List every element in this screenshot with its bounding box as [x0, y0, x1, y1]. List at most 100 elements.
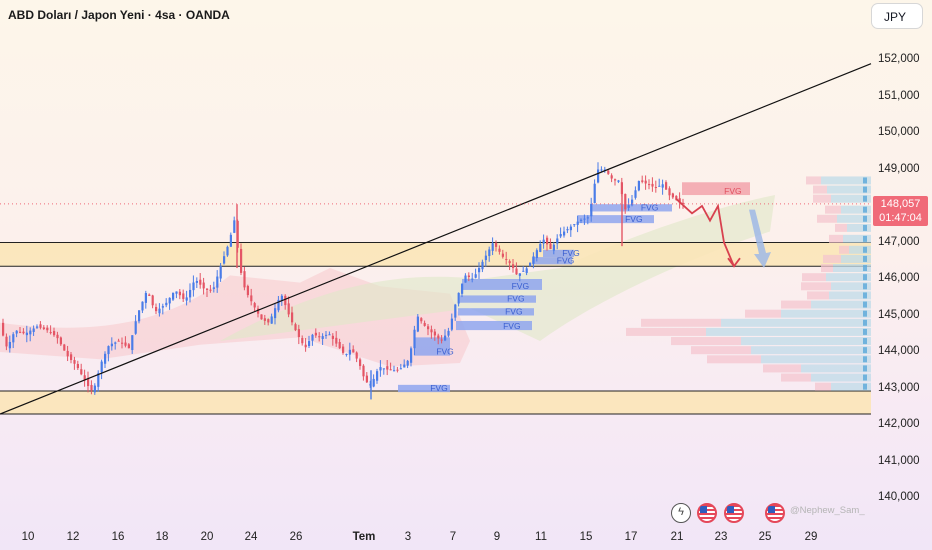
us-flag-icon[interactable]: [724, 503, 744, 523]
volume-highlight: [863, 195, 867, 202]
candle-body: [457, 292, 460, 304]
currency-button[interactable]: JPY: [871, 3, 923, 29]
candle-body: [433, 331, 436, 336]
volume-bar-up: [721, 318, 871, 327]
candle-body: [461, 283, 464, 294]
us-flag-icon[interactable]: [765, 503, 785, 523]
bolt-icon[interactable]: ϟ: [671, 503, 691, 523]
fvg-box: [460, 295, 536, 303]
volume-bar-down: [671, 337, 741, 346]
candle-body: [552, 244, 555, 251]
candle-body: [104, 353, 107, 364]
candle-body: [352, 349, 355, 353]
candle-body: [372, 378, 375, 387]
candle-body: [529, 262, 532, 267]
candle-body: [206, 288, 209, 290]
time-tick-label: 12: [66, 531, 80, 543]
volume-bar-down: [745, 309, 781, 318]
volume-highlight: [863, 206, 867, 213]
candle-body: [682, 202, 685, 204]
candle-body: [117, 340, 120, 342]
volume-bar-up: [837, 214, 871, 223]
volume-bar-down: [839, 245, 849, 254]
last-price-value: 148,057: [880, 198, 921, 210]
candle-body: [270, 316, 273, 324]
candle-body: [620, 182, 623, 195]
candle-body: [535, 250, 538, 259]
fvg-box: [456, 320, 532, 331]
candle-body: [141, 301, 144, 311]
volume-bar-up: [826, 273, 871, 282]
volume-highlight: [863, 356, 867, 363]
candle-body: [240, 248, 243, 273]
fvg-box: [462, 279, 542, 290]
candle-body: [423, 322, 426, 326]
candle-body: [83, 375, 86, 381]
candle-body: [440, 339, 443, 341]
candle-body: [66, 350, 69, 357]
candle-body: [199, 279, 202, 285]
candle-body: [246, 285, 249, 296]
candle-body: [518, 273, 521, 276]
candle-body: [311, 334, 314, 341]
price-tick-label: 142,000: [878, 418, 920, 430]
volume-bar-down: [806, 176, 821, 185]
candle-body: [654, 187, 657, 189]
candle-body: [481, 261, 484, 270]
candle-body: [382, 368, 385, 370]
projection-arrow-blue: [749, 209, 771, 269]
candle-body: [631, 199, 634, 206]
fvg-box: [414, 337, 450, 356]
candle-body: [56, 334, 59, 339]
candle-body: [223, 256, 226, 264]
candle-body: [396, 369, 399, 371]
candle-body: [294, 324, 297, 331]
candle-body: [114, 342, 117, 344]
candle-body: [161, 306, 164, 308]
candle-body: [175, 291, 178, 294]
candle-body: [304, 344, 307, 348]
candle-body: [155, 306, 158, 312]
candle-body: [427, 326, 430, 330]
volume-bar-down: [829, 234, 843, 243]
candle-body: [478, 268, 481, 273]
us-flag-icon[interactable]: [697, 503, 717, 523]
candle-body: [226, 246, 229, 256]
candle-body: [648, 184, 651, 186]
candle-body: [484, 255, 487, 261]
candle-body: [185, 297, 188, 301]
candle-body: [607, 170, 610, 174]
time-tick-label: 25: [758, 531, 772, 543]
candle-body: [331, 335, 334, 339]
candle-body: [321, 336, 324, 339]
fvg-box: [458, 308, 534, 316]
candle-body: [22, 331, 25, 334]
candle-body: [168, 297, 171, 304]
candle-body: [212, 287, 215, 289]
candle-body: [280, 295, 283, 301]
candle-body: [73, 360, 76, 364]
candle-body: [178, 291, 181, 296]
candle-body: [641, 180, 644, 182]
fvg-label: FVG: [505, 307, 522, 317]
time-tick-label: 15: [579, 531, 593, 543]
trendline: [0, 63, 872, 415]
candle-body: [151, 295, 154, 306]
candle-body: [386, 366, 389, 370]
candle-body: [393, 370, 396, 372]
candle-body: [70, 354, 73, 361]
volume-highlight: [863, 338, 867, 345]
volume-bar-up: [781, 309, 871, 318]
candle-body: [566, 229, 569, 231]
candle-body: [563, 231, 566, 236]
candle-body: [124, 342, 127, 346]
price-tick-label: 147,000: [878, 235, 920, 248]
fvg-box: [398, 384, 450, 393]
volume-highlight: [863, 292, 867, 299]
candle-body: [508, 261, 511, 264]
price-tick-label: 151,000: [878, 89, 920, 102]
candle-body: [192, 282, 195, 291]
supply-demand-zone: [0, 391, 871, 415]
